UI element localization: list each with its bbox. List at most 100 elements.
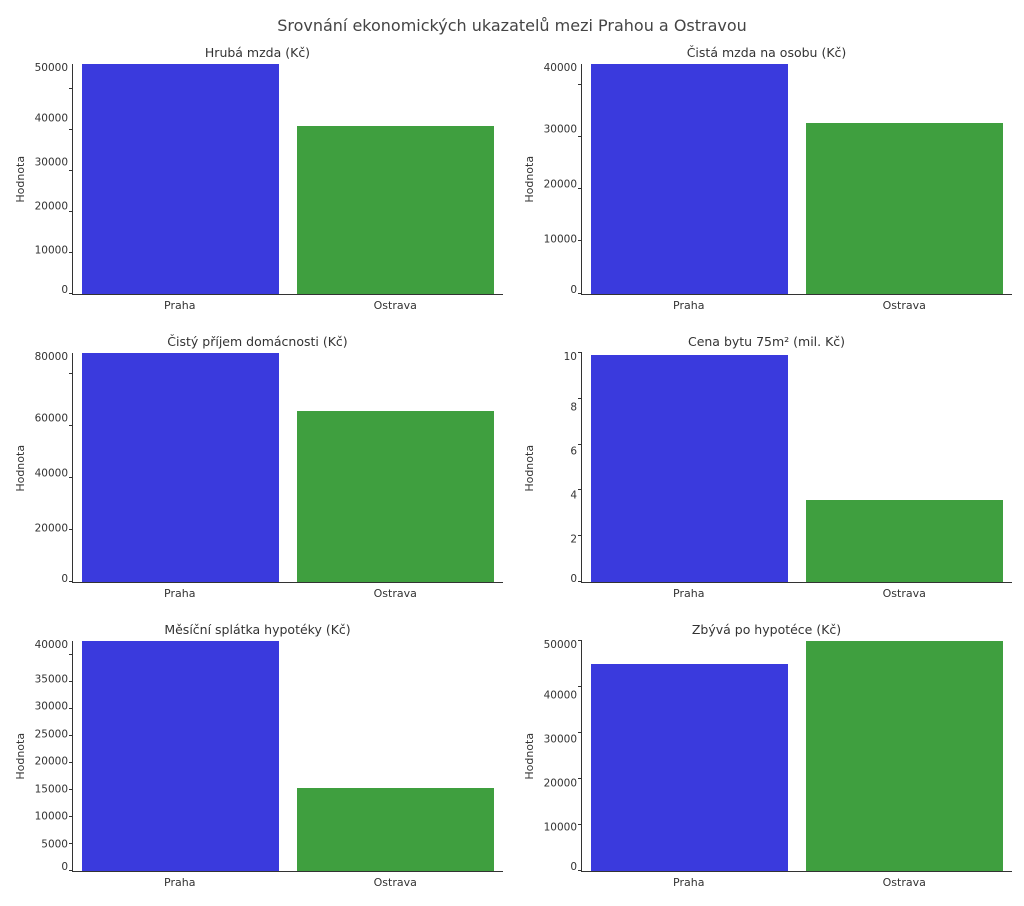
chart-panel: Cena bytu 75m² (mil. Kč)Hodnota1086420Pr… bbox=[521, 334, 1012, 601]
y-axis: 4000035000300002500020000150001000050000 bbox=[28, 641, 72, 872]
chart-title: Zbývá po hypotéce (Kč) bbox=[521, 622, 1012, 637]
bar-slot bbox=[797, 64, 1012, 294]
bars-container bbox=[582, 353, 1012, 583]
y-tick-label: 20000 bbox=[35, 757, 68, 768]
x-tick-label: Praha bbox=[72, 299, 288, 312]
bar bbox=[806, 500, 1004, 583]
y-tick-label: 30000 bbox=[544, 124, 577, 135]
y-tick-label: 2 bbox=[570, 534, 577, 545]
y-tick-label: 20000 bbox=[35, 201, 68, 212]
bar bbox=[591, 355, 789, 582]
chart-panel: Měsíční splátka hypotéky (Kč)Hodnota4000… bbox=[12, 622, 503, 889]
bar bbox=[82, 64, 280, 294]
plot-area bbox=[581, 64, 1012, 295]
y-tick-label: 25000 bbox=[35, 729, 68, 740]
plot-area bbox=[72, 353, 503, 584]
y-tick-label: 0 bbox=[61, 862, 68, 873]
chart-title: Čistý příjem domácnosti (Kč) bbox=[12, 334, 503, 349]
y-axis-label: Hodnota bbox=[12, 641, 28, 872]
plot-area bbox=[581, 641, 1012, 872]
subplot-grid: Hrubá mzda (Kč)Hodnota500004000030000200… bbox=[12, 45, 1012, 889]
y-tick-label: 10000 bbox=[35, 812, 68, 823]
plot-row: Hodnota50000400003000020000100000 bbox=[12, 64, 503, 295]
y-tick-label: 4 bbox=[570, 490, 577, 501]
bars-container bbox=[73, 64, 503, 294]
plot-row: Hodnota1086420 bbox=[521, 353, 1012, 584]
plot-row: Hodnota50000400003000020000100000 bbox=[521, 641, 1012, 872]
y-axis-label: Hodnota bbox=[12, 353, 28, 584]
y-tick-label: 40000 bbox=[35, 113, 68, 124]
bar bbox=[82, 641, 280, 871]
y-tick-label: 20000 bbox=[544, 779, 577, 790]
x-tick-label: Ostrava bbox=[797, 876, 1013, 889]
y-tick-label: 0 bbox=[61, 285, 68, 296]
chart-title: Měsíční splátka hypotéky (Kč) bbox=[12, 622, 503, 637]
bar-slot bbox=[288, 64, 503, 294]
y-axis: 400003000020000100000 bbox=[537, 64, 581, 295]
bar-slot bbox=[73, 353, 288, 583]
plot-row: Hodnota800006000040000200000 bbox=[12, 353, 503, 584]
x-axis: PrahaOstrava bbox=[72, 872, 503, 889]
y-tick-label: 35000 bbox=[35, 674, 68, 685]
bar-slot bbox=[288, 641, 503, 871]
chart-title: Hrubá mzda (Kč) bbox=[12, 45, 503, 60]
y-tick-label: 40000 bbox=[35, 468, 68, 479]
y-tick-label: 0 bbox=[570, 574, 577, 585]
bar bbox=[591, 64, 789, 294]
x-tick-label: Praha bbox=[581, 587, 797, 600]
x-tick-label: Ostrava bbox=[797, 587, 1013, 600]
chart-title: Čistá mzda na osobu (Kč) bbox=[521, 45, 1012, 60]
y-tick-label: 10000 bbox=[544, 234, 577, 245]
bar bbox=[591, 664, 789, 871]
bars-container bbox=[73, 641, 503, 871]
bar-slot bbox=[288, 353, 503, 583]
x-tick-label: Praha bbox=[72, 587, 288, 600]
y-tick-label: 6 bbox=[570, 446, 577, 457]
y-tick-label: 8 bbox=[570, 402, 577, 413]
y-tick-label: 0 bbox=[570, 285, 577, 296]
plot-area bbox=[581, 353, 1012, 584]
bar bbox=[297, 411, 495, 582]
x-tick-label: Ostrava bbox=[797, 299, 1013, 312]
chart-panel: Hrubá mzda (Kč)Hodnota500004000030000200… bbox=[12, 45, 503, 312]
x-tick-label: Praha bbox=[72, 876, 288, 889]
y-axis: 50000400003000020000100000 bbox=[537, 641, 581, 872]
y-tick-label: 30000 bbox=[35, 702, 68, 713]
figure-suptitle: Srovnání ekonomických ukazatelů mezi Pra… bbox=[12, 10, 1012, 45]
y-tick-label: 80000 bbox=[35, 352, 68, 363]
x-tick-label: Praha bbox=[581, 299, 797, 312]
bar bbox=[806, 123, 1004, 294]
y-tick-label: 30000 bbox=[544, 735, 577, 746]
x-tick-label: Praha bbox=[581, 876, 797, 889]
y-tick-label: 40000 bbox=[544, 691, 577, 702]
chart-panel: Čistá mzda na osobu (Kč)Hodnota400003000… bbox=[521, 45, 1012, 312]
x-tick-label: Ostrava bbox=[288, 876, 504, 889]
bar bbox=[82, 353, 280, 583]
bar-slot bbox=[73, 64, 288, 294]
y-tick-label: 30000 bbox=[35, 157, 68, 168]
plot-row: Hodnota400003000020000100000 bbox=[521, 64, 1012, 295]
y-tick-label: 5000 bbox=[41, 839, 68, 850]
x-axis: PrahaOstrava bbox=[581, 295, 1012, 312]
x-axis: PrahaOstrava bbox=[581, 872, 1012, 889]
bar bbox=[806, 641, 1004, 871]
y-axis-label: Hodnota bbox=[521, 641, 537, 872]
x-axis: PrahaOstrava bbox=[581, 583, 1012, 600]
x-tick-label: Ostrava bbox=[288, 299, 504, 312]
y-tick-label: 15000 bbox=[35, 784, 68, 795]
y-tick-label: 10 bbox=[564, 352, 577, 363]
bar-slot bbox=[73, 641, 288, 871]
bar-slot bbox=[582, 64, 797, 294]
y-axis: 50000400003000020000100000 bbox=[28, 64, 72, 295]
y-tick-label: 40000 bbox=[544, 63, 577, 74]
bar-slot bbox=[582, 641, 797, 871]
bars-container bbox=[582, 641, 1012, 871]
bar-slot bbox=[797, 353, 1012, 583]
plot-row: Hodnota400003500030000250002000015000100… bbox=[12, 641, 503, 872]
figure: Srovnání ekonomických ukazatelů mezi Pra… bbox=[0, 0, 1024, 906]
y-tick-label: 10000 bbox=[35, 245, 68, 256]
chart-panel: Zbývá po hypotéce (Kč)Hodnota50000400003… bbox=[521, 622, 1012, 889]
bars-container bbox=[73, 353, 503, 583]
y-tick-label: 10000 bbox=[544, 823, 577, 834]
y-tick-label: 0 bbox=[570, 862, 577, 873]
